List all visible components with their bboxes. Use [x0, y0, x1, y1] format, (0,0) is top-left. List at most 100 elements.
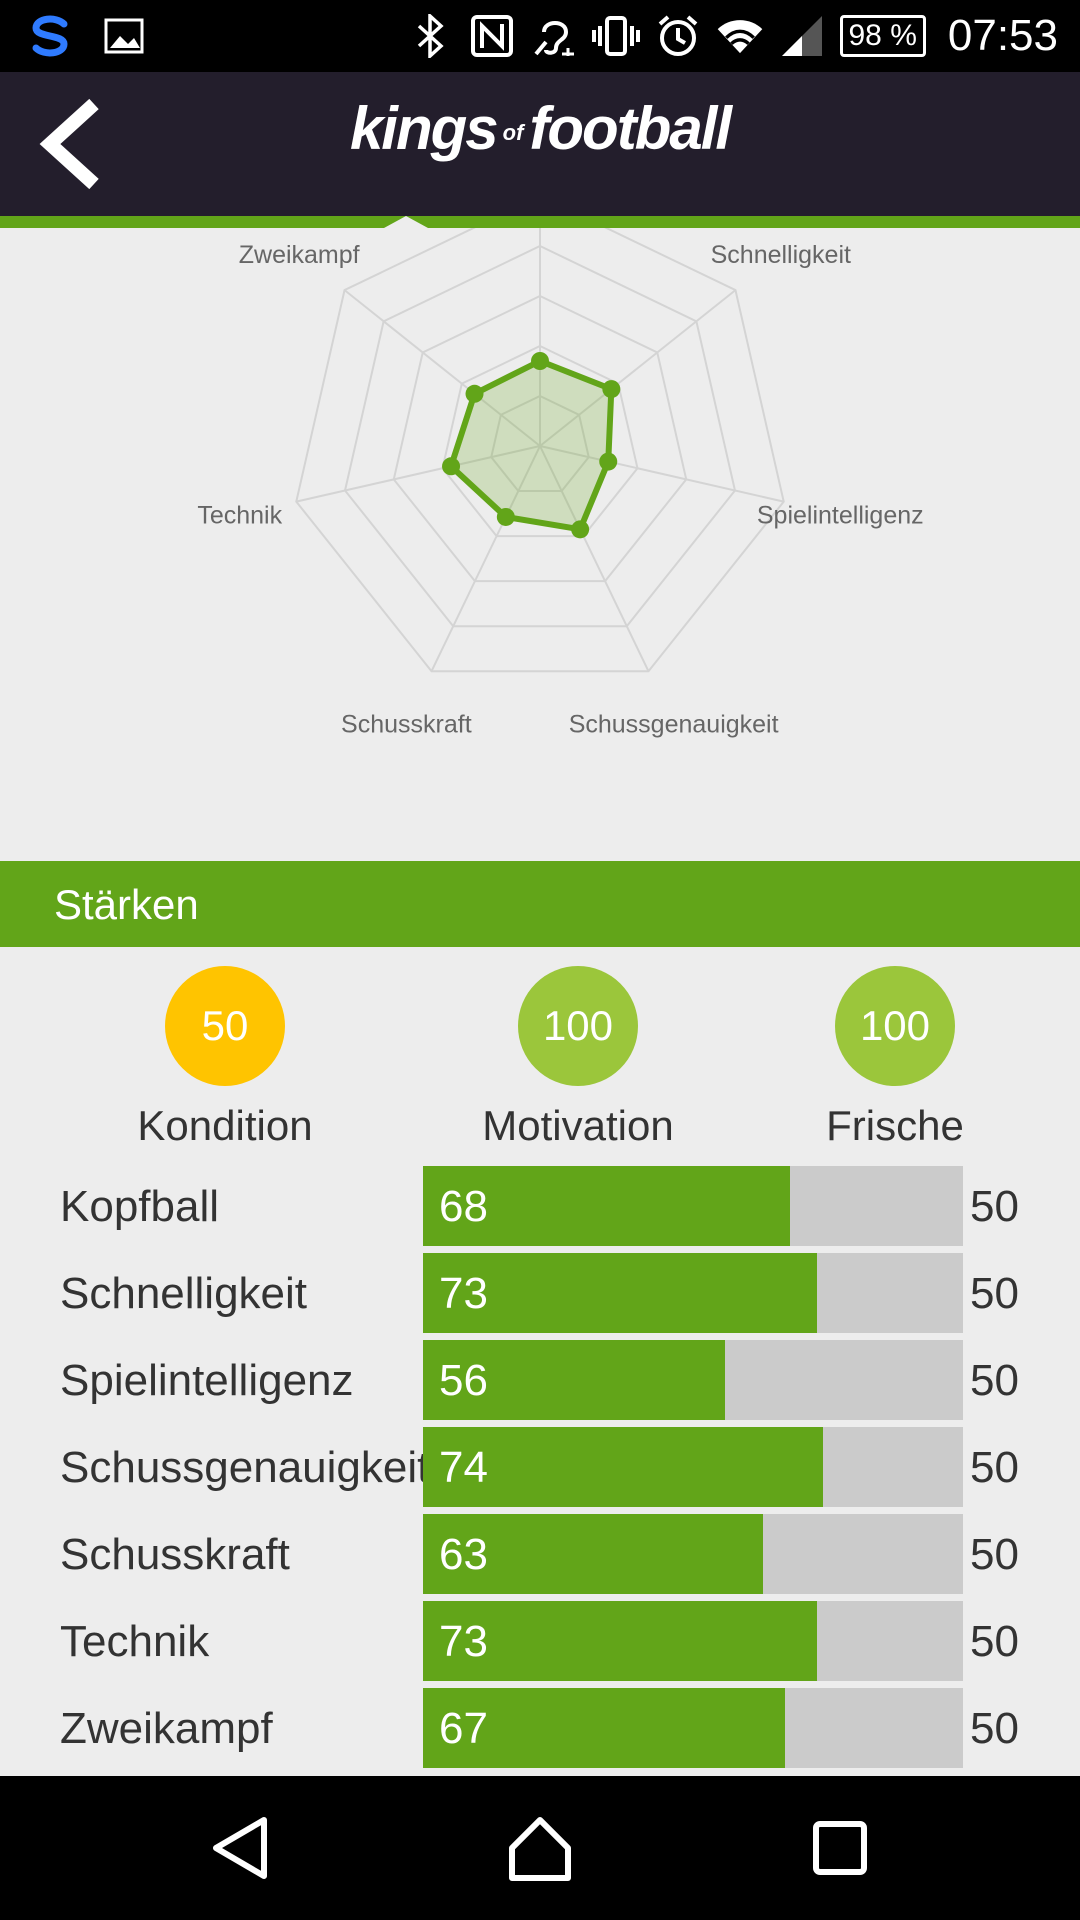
radar-axis-line	[539, 289, 737, 447]
stat-label: Motivation	[482, 1102, 674, 1149]
radar-axis-line	[343, 289, 541, 447]
back-button[interactable]	[36, 96, 106, 192]
skill-bar-track: 68	[423, 1166, 963, 1246]
skill-bar-track: 73	[423, 1601, 963, 1681]
radar-axis-label: Schnelligkeit	[711, 241, 851, 269]
stat-label: Kondition	[137, 1102, 313, 1149]
skill-label: Schnelligkeit	[60, 1269, 308, 1318]
skill-reference: 50	[970, 1530, 1019, 1579]
recents-icon	[813, 1821, 867, 1875]
vibrate-icon	[591, 12, 640, 60]
radar-axis-label: Technik	[197, 502, 282, 530]
home-icon	[509, 1817, 571, 1881]
skill-row-schussgenauigkeit: Schussgenauigkeit 74 50	[0, 1427, 1080, 1514]
nav-home-button[interactable]	[504, 1812, 576, 1884]
app-header: kings of football	[0, 72, 1080, 216]
radar-axis-label: Zweikampf	[239, 241, 360, 269]
skills-radar-chart: KopfballSchnelligkeitSpielintelligenzSch…	[197, 228, 924, 738]
stat-label: Frische	[826, 1102, 964, 1149]
skill-label: Schusskraft	[60, 1530, 290, 1579]
skill-bar-fill	[423, 1253, 818, 1333]
stat-circle: 50	[165, 966, 285, 1086]
skill-bar-track: 56	[423, 1340, 963, 1420]
skill-bar-track: 63	[423, 1514, 963, 1594]
skill-reference: 50	[970, 1617, 1019, 1666]
skill-value: 74	[439, 1443, 488, 1492]
stat-kondition: 50 Kondition	[95, 966, 355, 1150]
status-bar: 98 % 07:53	[0, 0, 1080, 72]
radar-data-point	[599, 452, 618, 471]
skill-reference: 50	[970, 1704, 1019, 1753]
skill-value: 73	[439, 1269, 488, 1318]
skill-bar-fill	[423, 1340, 726, 1420]
chevron-left-icon	[39, 98, 99, 190]
skill-row-schnelligkeit: Schnelligkeit 73 50	[0, 1253, 1080, 1340]
skill-value: 56	[439, 1356, 488, 1405]
stat-motivation: 100 Motivation	[448, 966, 708, 1150]
strengths-section-header: Stärken	[0, 861, 1080, 947]
radar-axis-label: Spielintelligenz	[757, 502, 924, 530]
radar-axis-line	[430, 445, 541, 672]
header-accent-stripe	[0, 216, 1080, 228]
skill-bar-fill	[423, 1688, 785, 1768]
skill-row-kopfball: Kopfball 68 50	[0, 1166, 1080, 1253]
skill-bar-fill	[423, 1166, 791, 1246]
radar-axis-label: Schussgenauigkeit	[569, 710, 779, 738]
section-title: Stärken	[54, 881, 199, 928]
skill-reference: 50	[970, 1269, 1019, 1318]
nfc-icon	[468, 12, 516, 60]
skill-bar-fill	[423, 1514, 764, 1594]
skill-value: 63	[439, 1530, 488, 1579]
skills-list: Kopfball 68 50 Schnelligkeit 73 50 Spiel…	[0, 1166, 1080, 1775]
signal-icon	[778, 12, 826, 60]
bluetooth-icon	[406, 12, 454, 60]
radar-data-point	[571, 520, 590, 539]
radar-axis-line	[539, 445, 784, 503]
clock: 07:53	[947, 11, 1058, 60]
back-triangle-icon	[213, 1817, 267, 1879]
skill-bar-track: 74	[423, 1427, 963, 1507]
radar-axis-label: Schusskraft	[341, 710, 472, 738]
skill-label: Schussgenauigkeit	[60, 1443, 430, 1492]
radar-grid-ring	[392, 294, 688, 583]
skill-reference: 50	[970, 1356, 1019, 1405]
stat-frische: 100 Frische	[765, 966, 1025, 1150]
radar-grid-ring	[441, 344, 639, 538]
hearing-aid-icon	[530, 12, 578, 60]
tab-pointer	[384, 216, 428, 228]
skill-row-technik: Technik 73 50	[0, 1601, 1080, 1688]
system-nav-bar	[0, 1776, 1080, 1920]
skill-bar-track: 73	[423, 1253, 963, 1333]
skill-reference: 50	[970, 1182, 1019, 1231]
radar-data-point	[465, 384, 484, 403]
skill-label: Kopfball	[60, 1182, 220, 1231]
radar-data-point	[602, 380, 621, 399]
radar-data-point	[442, 457, 461, 476]
skill-row-zweikampf: Zweikampf 67 50	[0, 1688, 1080, 1775]
nav-recents-button[interactable]	[804, 1812, 876, 1884]
skill-value: 68	[439, 1182, 488, 1231]
nav-back-button[interactable]	[206, 1812, 278, 1884]
radar-grid-ring	[490, 394, 590, 493]
alarm-icon	[654, 12, 702, 60]
radar-data-point	[496, 507, 515, 526]
skill-bar-track: 67	[423, 1688, 963, 1768]
skill-label: Zweikampf	[60, 1704, 273, 1753]
skill-bar-fill	[423, 1601, 818, 1681]
radar-axis-line	[539, 445, 650, 672]
skill-row-schusskraft: Schusskraft 63 50	[0, 1514, 1080, 1601]
skill-value: 67	[439, 1704, 488, 1753]
skill-row-spielintelligenz: Spielintelligenz 56 50	[0, 1340, 1080, 1427]
radar-grid-ring	[295, 228, 785, 673]
s-app-icon	[26, 12, 74, 60]
skill-label: Spielintelligenz	[60, 1356, 354, 1405]
image-icon	[100, 12, 148, 60]
skill-label: Technik	[60, 1617, 210, 1666]
skill-value: 73	[439, 1617, 488, 1666]
radar-series-area	[448, 358, 615, 533]
skill-reference: 50	[970, 1443, 1019, 1492]
wifi-icon	[716, 12, 764, 60]
radar-data-point	[531, 352, 549, 370]
skill-bar-fill	[423, 1427, 823, 1507]
stat-circle: 100	[835, 966, 955, 1086]
